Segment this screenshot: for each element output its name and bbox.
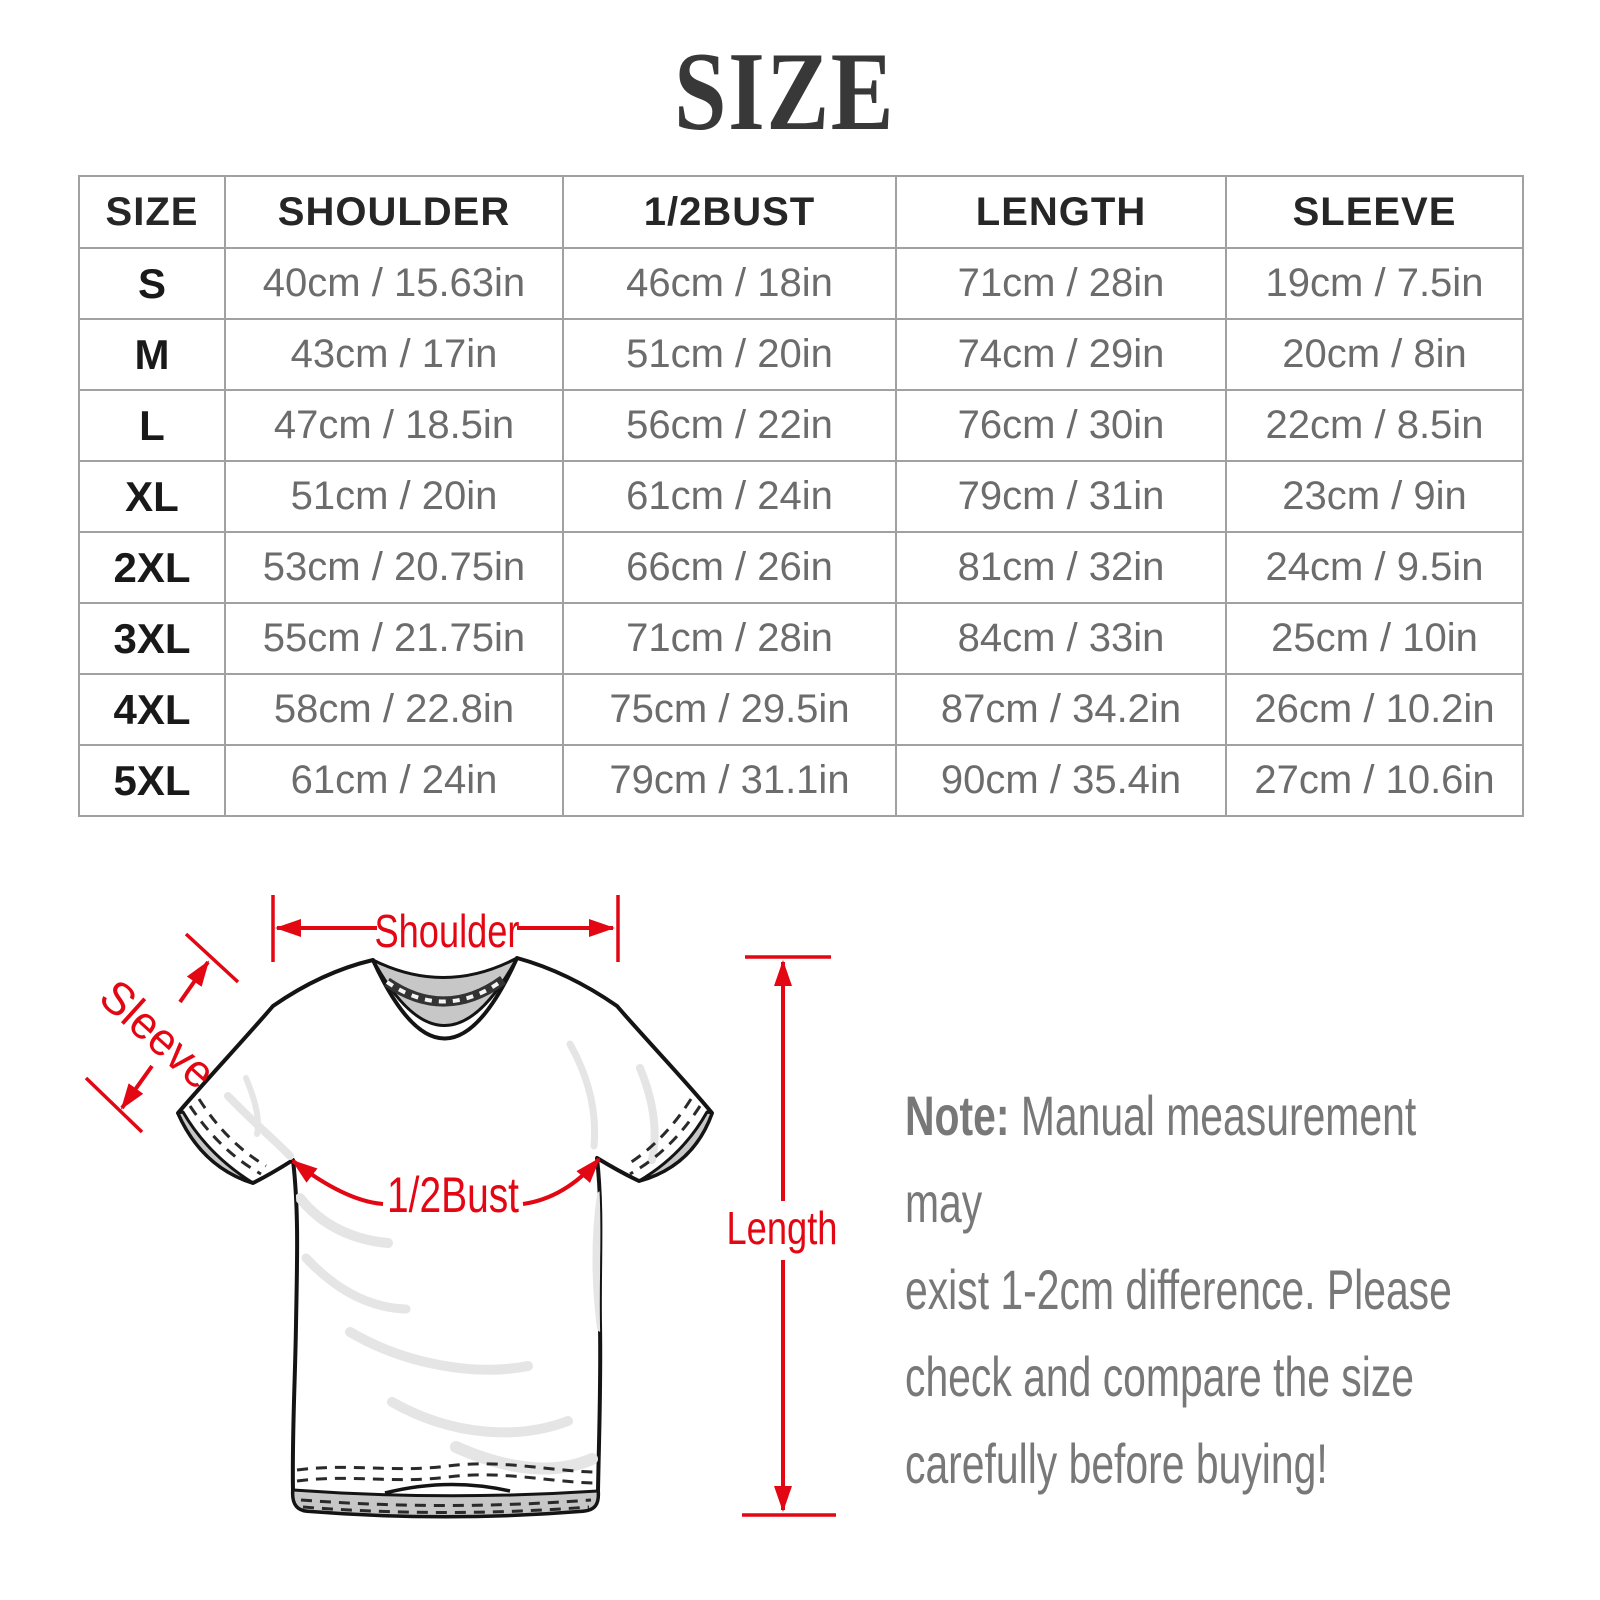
tshirt-illustration xyxy=(176,956,714,1519)
sleeve-cell: 22cm / 8.5in xyxy=(1225,389,1524,462)
shoulder-cell: 58cm / 22.8in xyxy=(224,673,564,746)
size-cell: 4XL xyxy=(78,673,226,746)
sleeve-cell: 27cm / 10.6in xyxy=(1225,744,1524,817)
sleeve-cell: 19cm / 7.5in xyxy=(1225,247,1524,320)
length-cell: 81cm / 32in xyxy=(895,531,1227,604)
size-cell: 5XL xyxy=(78,744,226,817)
tshirt-measurement-diagram: Shoulder Sleeve 1/2Bust xyxy=(84,895,838,1519)
length-cell: 74cm / 29in xyxy=(895,318,1227,391)
shoulder-cell: 55cm / 21.75in xyxy=(224,602,564,675)
note-body: Manual measurement may exist 1-2cm diffe… xyxy=(905,1084,1452,1495)
page-title-text: SIZE xyxy=(674,30,896,154)
table-row: 3XL 55cm / 21.75in 71cm / 28in 84cm / 33… xyxy=(78,602,1524,675)
length-cell: 84cm / 33in xyxy=(895,602,1227,675)
column-header-length: LENGTH xyxy=(895,175,1227,249)
right-cuff-inside xyxy=(637,1110,714,1183)
bust-cell: 66cm / 26in xyxy=(562,531,897,604)
bust-cell: 51cm / 20in xyxy=(562,318,897,391)
column-header-bust: 1/2BUST xyxy=(562,175,897,249)
bust-arrow-left xyxy=(291,1159,384,1206)
bust-label: 1/2Bust xyxy=(387,1167,519,1223)
length-annotation: Length xyxy=(727,955,838,1517)
shoulder-cell: 51cm / 20in xyxy=(224,460,564,533)
size-cell: 3XL xyxy=(78,602,226,675)
sleeve-cell: 25cm / 10in xyxy=(1225,602,1524,675)
size-cell: M xyxy=(78,318,226,391)
bust-annotation: 1/2Bust xyxy=(291,1157,601,1223)
shoulder-cell: 53cm / 20.75in xyxy=(224,531,564,604)
column-header-sleeve: SLEEVE xyxy=(1225,175,1524,249)
sleeve-cell: 26cm / 10.2in xyxy=(1225,673,1524,746)
table-row: 4XL 58cm / 22.8in 75cm / 29.5in 87cm / 3… xyxy=(78,673,1524,746)
bust-arrow-right xyxy=(522,1157,601,1206)
size-cell: XL xyxy=(78,460,226,533)
shoulder-annotation: Shoulder xyxy=(271,895,620,962)
bust-cell: 61cm / 24in xyxy=(562,460,897,533)
length-cell: 90cm / 35.4in xyxy=(895,744,1227,817)
table-row: XL 51cm / 20in 61cm / 24in 79cm / 31in 2… xyxy=(78,460,1524,533)
tshirt-body xyxy=(176,956,714,1519)
shoulder-cell: 61cm / 24in xyxy=(224,744,564,817)
column-header-size: SIZE xyxy=(78,175,226,249)
bust-cell: 56cm / 22in xyxy=(562,389,897,462)
size-cell: S xyxy=(78,247,226,320)
table-header-row: SIZE SHOULDER 1/2BUST LENGTH SLEEVE xyxy=(78,175,1524,249)
shoulder-cell: 43cm / 17in xyxy=(224,318,564,391)
column-header-shoulder: SHOULDER xyxy=(224,175,564,249)
table-row: L 47cm / 18.5in 56cm / 22in 76cm / 30in … xyxy=(78,389,1524,462)
size-table: SIZE SHOULDER 1/2BUST LENGTH SLEEVE S 40… xyxy=(78,175,1524,817)
size-cell: L xyxy=(78,389,226,462)
bust-cell: 79cm / 31.1in xyxy=(562,744,897,817)
length-label: Length xyxy=(727,1202,838,1254)
note-text: Note: Manual measurement may exist 1-2cm… xyxy=(905,1072,1504,1507)
right-sleeve-cuff xyxy=(624,1098,714,1183)
length-cell: 76cm / 30in xyxy=(895,389,1227,462)
table-row: S 40cm / 15.63in 46cm / 18in 71cm / 28in… xyxy=(78,247,1524,320)
length-cell: 87cm / 34.2in xyxy=(895,673,1227,746)
collar-rib-stitch xyxy=(385,978,505,1004)
table-row: 2XL 53cm / 20.75in 66cm / 26in 81cm / 32… xyxy=(78,531,1524,604)
length-cell: 79cm / 31in xyxy=(895,460,1227,533)
page-title: SIZE xyxy=(0,36,1570,148)
collar xyxy=(371,956,519,1027)
shoulder-label: Shoulder xyxy=(375,905,520,957)
sleeve-arrow-up xyxy=(178,960,210,1004)
collar-inside xyxy=(371,956,519,1027)
bust-cell: 71cm / 28in xyxy=(562,602,897,675)
bust-cell: 75cm / 29.5in xyxy=(562,673,897,746)
sleeve-lower-tick xyxy=(84,1076,144,1134)
table-row: M 43cm / 17in 51cm / 20in 74cm / 29in 20… xyxy=(78,318,1524,391)
shoulder-cell: 40cm / 15.63in xyxy=(224,247,564,320)
sleeve-arrow-down xyxy=(120,1064,154,1110)
size-cell: 2XL xyxy=(78,531,226,604)
bust-cell: 46cm / 18in xyxy=(562,247,897,320)
sleeve-cell: 20cm / 8in xyxy=(1225,318,1524,391)
left-cuff-inside xyxy=(176,1110,255,1185)
bottom-hem xyxy=(291,1462,600,1518)
sleeve-upper-tick xyxy=(184,932,240,984)
shoulder-cell: 47cm / 18.5in xyxy=(224,389,564,462)
sleeve-cell: 23cm / 9in xyxy=(1225,460,1524,533)
table-row: 5XL 61cm / 24in 79cm / 31.1in 90cm / 35.… xyxy=(78,744,1524,817)
length-cell: 71cm / 28in xyxy=(895,247,1227,320)
note-label: Note: xyxy=(905,1084,1010,1147)
sleeve-cell: 24cm / 9.5in xyxy=(1225,531,1524,604)
left-sleeve-cuff xyxy=(176,1098,267,1185)
sleeve-label: Sleeve xyxy=(90,969,226,1099)
